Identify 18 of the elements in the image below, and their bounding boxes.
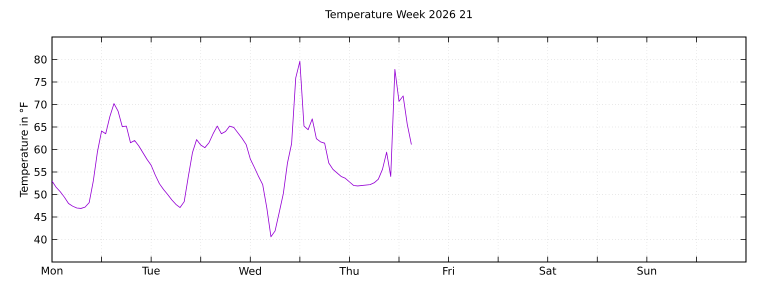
x-tick-label: Sat [540, 266, 556, 275]
y-tick-label: 60 [34, 145, 47, 154]
y-tick-label: 50 [34, 190, 47, 199]
x-tick-label: Fri [443, 266, 454, 275]
y-tick-label: 45 [34, 213, 46, 221]
x-tick-label: Thu [339, 266, 358, 275]
chart-title: Temperature Week 2026 21 [325, 10, 472, 20]
y-tick-label: 65 [34, 122, 46, 132]
y-tick-label: 75 [34, 78, 46, 86]
y-tick-label: 80 [34, 55, 47, 64]
y-tick-label: 55 [34, 168, 46, 176]
x-tick-label: Sun [637, 266, 656, 275]
x-tick-label: Mon [42, 266, 62, 275]
y-axis-title: Temperature in °F [20, 102, 30, 198]
x-tick-label: Wed [239, 266, 261, 275]
y-tick-label: 40 [34, 235, 47, 244]
y-tick-label: 70 [34, 100, 47, 109]
x-tick-label: Tue [142, 266, 160, 275]
